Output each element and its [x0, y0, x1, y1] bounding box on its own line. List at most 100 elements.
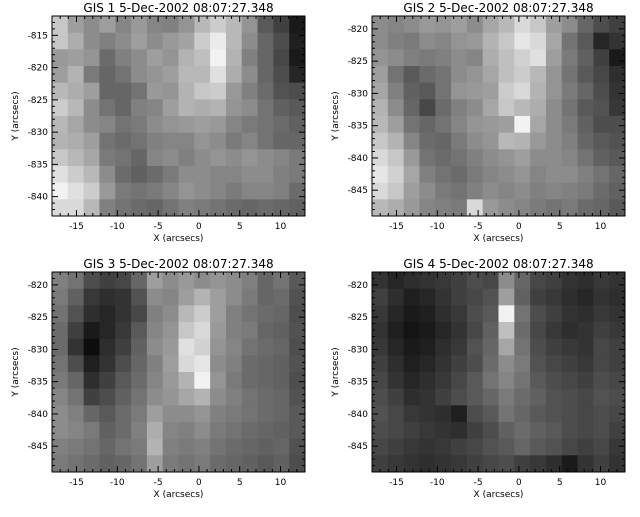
- heatmap-cell: [466, 305, 484, 323]
- heatmap-cell: [146, 166, 164, 184]
- heatmap-cell: [593, 82, 610, 100]
- heatmap-cell: [115, 405, 132, 423]
- heatmap-cell: [115, 166, 132, 184]
- heatmap-cell: [482, 66, 499, 84]
- heatmap-cell: [257, 149, 274, 167]
- y-tick-label: -830: [28, 345, 49, 355]
- heatmap-cell: [194, 405, 211, 423]
- heatmap-cell: [419, 355, 436, 373]
- heatmap-cell: [83, 116, 100, 134]
- y-tick-label: -835: [348, 122, 368, 132]
- heatmap-cell: [146, 422, 164, 440]
- heatmap-cell: [83, 405, 100, 423]
- heatmap-cell: [372, 405, 389, 423]
- heatmap-cell: [514, 455, 531, 473]
- heatmap-cell: [403, 132, 420, 150]
- heatmap-cell: [545, 182, 563, 200]
- heatmap-cell: [52, 455, 69, 473]
- heatmap-cell: [83, 132, 100, 150]
- heatmap-cell: [241, 116, 258, 134]
- heatmap-cell: [372, 49, 389, 67]
- heatmap-cell: [162, 372, 179, 390]
- heatmap-cell: [435, 338, 452, 356]
- heatmap-cell: [99, 82, 116, 100]
- x-tick-label: -10: [430, 478, 445, 488]
- heatmap-cell: [482, 199, 499, 217]
- heatmap-cell: [83, 32, 100, 50]
- heatmap-cell: [530, 405, 547, 423]
- heatmap-cell: [67, 438, 85, 456]
- heatmap-cell: [593, 355, 610, 373]
- heatmap-cell: [466, 272, 484, 290]
- heatmap-cell: [225, 182, 243, 200]
- x-tick-label: -10: [110, 478, 125, 488]
- heatmap-cell: [387, 338, 405, 356]
- heatmap-cell: [83, 272, 100, 290]
- heatmap-cell: [372, 116, 389, 134]
- heatmap-cell: [241, 132, 258, 150]
- heatmap-cell: [403, 149, 420, 167]
- y-axis-label: Y (arcsecs): [11, 91, 21, 141]
- heatmap-cell: [545, 99, 563, 117]
- heatmap-cell: [435, 82, 452, 100]
- gis-panel-2: GIS 2 5-Dec-2002 08:07:27.348 -15 -10 -5 0 5 1…: [320, 0, 640, 261]
- heatmap-cell: [609, 338, 626, 356]
- heatmap-cell: [225, 49, 243, 67]
- heatmap-cell: [545, 322, 563, 340]
- heatmap-cell: [131, 405, 148, 423]
- heatmap-cell: [241, 305, 258, 323]
- heatmap-cell: [419, 182, 436, 200]
- heatmap-cell: [178, 66, 195, 84]
- heatmap-cell: [419, 82, 436, 100]
- x-tick-label: 0: [196, 478, 202, 488]
- heatmap-cell: [545, 388, 563, 406]
- heatmap-cell: [83, 372, 100, 390]
- heatmap-cell: [52, 322, 69, 340]
- heatmap-cell: [225, 405, 243, 423]
- heatmap-cell: [99, 288, 116, 306]
- heatmap-cell: [561, 32, 578, 50]
- heatmap-cell: [530, 149, 547, 167]
- heatmap-cell: [146, 149, 164, 167]
- heatmap-cell: [561, 422, 578, 440]
- heatmap-cell: [99, 388, 116, 406]
- y-tick-label: -820: [348, 25, 369, 35]
- heatmap-cell: [545, 32, 563, 50]
- heatmap-cell: [561, 438, 578, 456]
- heatmap-cell: [225, 16, 243, 34]
- heatmap-cell: [67, 82, 85, 100]
- heatmap-cell: [609, 116, 626, 134]
- heatmap-cell: [403, 49, 420, 67]
- heatmap-cell: [545, 438, 563, 456]
- heatmap-cell: [466, 288, 484, 306]
- heatmap-cell: [482, 372, 499, 390]
- heatmap-cell: [146, 116, 164, 134]
- heatmap-cell: [273, 116, 290, 134]
- heatmap-cell: [257, 132, 274, 150]
- heatmap-cell: [419, 272, 436, 290]
- heatmap-cell: [498, 322, 515, 340]
- heatmap-cell: [194, 355, 211, 373]
- heatmap-cell: [561, 82, 578, 100]
- heatmap-cell: [146, 272, 164, 290]
- heatmap-cell: [593, 199, 610, 217]
- heatmap-cell: [210, 182, 227, 200]
- x-tick-label: -5: [474, 222, 483, 232]
- heatmap-cell: [273, 405, 290, 423]
- heatmap-cell: [514, 99, 531, 117]
- gis-panel-3: GIS 3 5-Dec-2002 08:07:27.348 -15 -10 -5 0 5 1…: [0, 256, 320, 517]
- heatmap-cell: [257, 182, 274, 200]
- heatmap-cell: [545, 199, 563, 217]
- plot-frame: [51, 271, 306, 473]
- y-tick-label: -835: [28, 160, 48, 170]
- heatmap-cell: [387, 66, 405, 84]
- heatmap-cell: [83, 166, 100, 184]
- heatmap-cell: [482, 16, 499, 34]
- heatmap-cell: [99, 338, 116, 356]
- heatmap-cell: [225, 322, 243, 340]
- heatmap-cell: [99, 66, 116, 84]
- heatmap-cell: [419, 66, 436, 84]
- heatmap-cell: [99, 116, 116, 134]
- heatmap-cell: [194, 455, 211, 473]
- heatmap-cell: [545, 355, 563, 373]
